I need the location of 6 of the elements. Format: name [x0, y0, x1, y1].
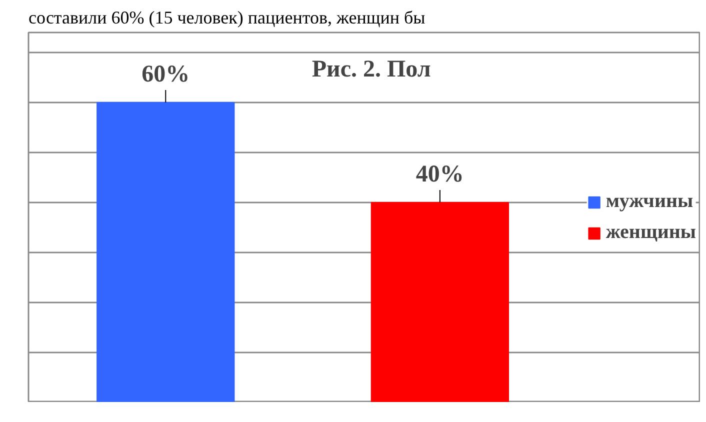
text: составили 60% (15 человек) пациентов, женщин бы	[28, 8, 426, 28]
legend-label: мужчины	[606, 190, 694, 213]
legend-label: женщины	[606, 221, 696, 244]
data-label: 60%	[142, 62, 190, 88]
text: Рис. 2. Пол	[312, 56, 431, 82]
data-label: 40%	[416, 162, 464, 188]
